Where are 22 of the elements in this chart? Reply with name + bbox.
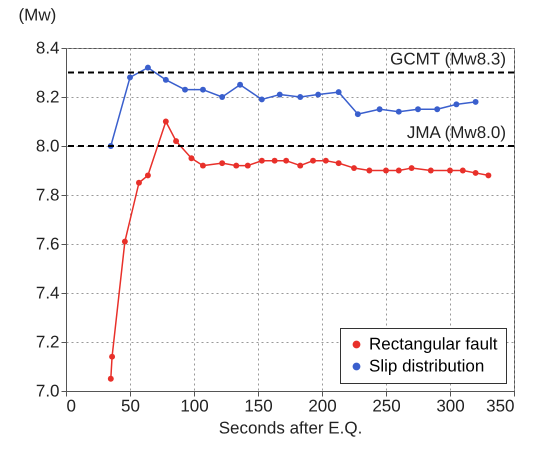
- y-tick-label: 7.6: [36, 234, 60, 254]
- x-tick-label: 300: [436, 396, 465, 416]
- y-axis-title: (Mw): [18, 6, 56, 24]
- x-tick-label: 200: [308, 396, 337, 416]
- x-axis-title: Seconds after E.Q.: [218, 418, 362, 438]
- ref-line-label: GCMT (Mw8.3): [390, 50, 506, 68]
- y-tick-label: 8.0: [36, 136, 60, 156]
- y-tick-label: 7.0: [36, 382, 60, 400]
- x-tick-label: 100: [180, 396, 209, 416]
- y-tick-label: 8.4: [36, 38, 60, 58]
- x-tick-label: 0: [66, 396, 76, 416]
- y-tick-label: 7.4: [36, 284, 60, 302]
- legend-label: Slip distribution: [369, 356, 484, 376]
- x-tick-label: 150: [244, 396, 273, 416]
- ref-line-label: JMA (Mw8.0): [406, 123, 506, 142]
- x-tick-label: 250: [372, 396, 401, 416]
- x-tick-label: 50: [121, 396, 140, 416]
- x-tick-label: 350: [486, 396, 514, 416]
- y-tick-label: 8.2: [36, 88, 60, 106]
- y-tick-label: 7.8: [36, 186, 60, 204]
- y-tick-label: 7.2: [36, 332, 60, 352]
- legend-label: Rectangular fault: [369, 334, 498, 354]
